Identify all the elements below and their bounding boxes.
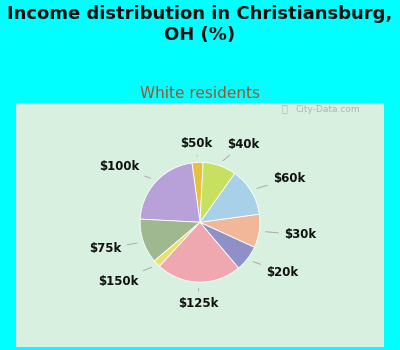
Text: $50k: $50k [180, 137, 213, 156]
Bar [16, 103, 384, 346]
Wedge shape [160, 222, 239, 282]
Text: $60k: $60k [257, 172, 305, 189]
Text: Income distribution in Christiansburg,
OH (%): Income distribution in Christiansburg, O… [7, 5, 393, 44]
Text: ⓘ: ⓘ [282, 103, 288, 113]
Wedge shape [200, 214, 260, 247]
Wedge shape [200, 222, 254, 268]
Text: $20k: $20k [253, 261, 298, 279]
Text: White residents: White residents [140, 86, 260, 101]
Wedge shape [140, 163, 200, 222]
Text: $30k: $30k [266, 228, 316, 241]
Text: $125k: $125k [178, 288, 218, 309]
Text: $100k: $100k [99, 160, 151, 178]
Text: $75k: $75k [90, 242, 137, 255]
Wedge shape [140, 219, 200, 261]
Wedge shape [192, 162, 203, 222]
Text: City-Data.com: City-Data.com [296, 105, 361, 114]
Wedge shape [154, 222, 200, 266]
Wedge shape [200, 162, 235, 222]
Wedge shape [200, 174, 259, 222]
Text: $150k: $150k [98, 267, 152, 288]
Text: $40k: $40k [223, 138, 260, 161]
